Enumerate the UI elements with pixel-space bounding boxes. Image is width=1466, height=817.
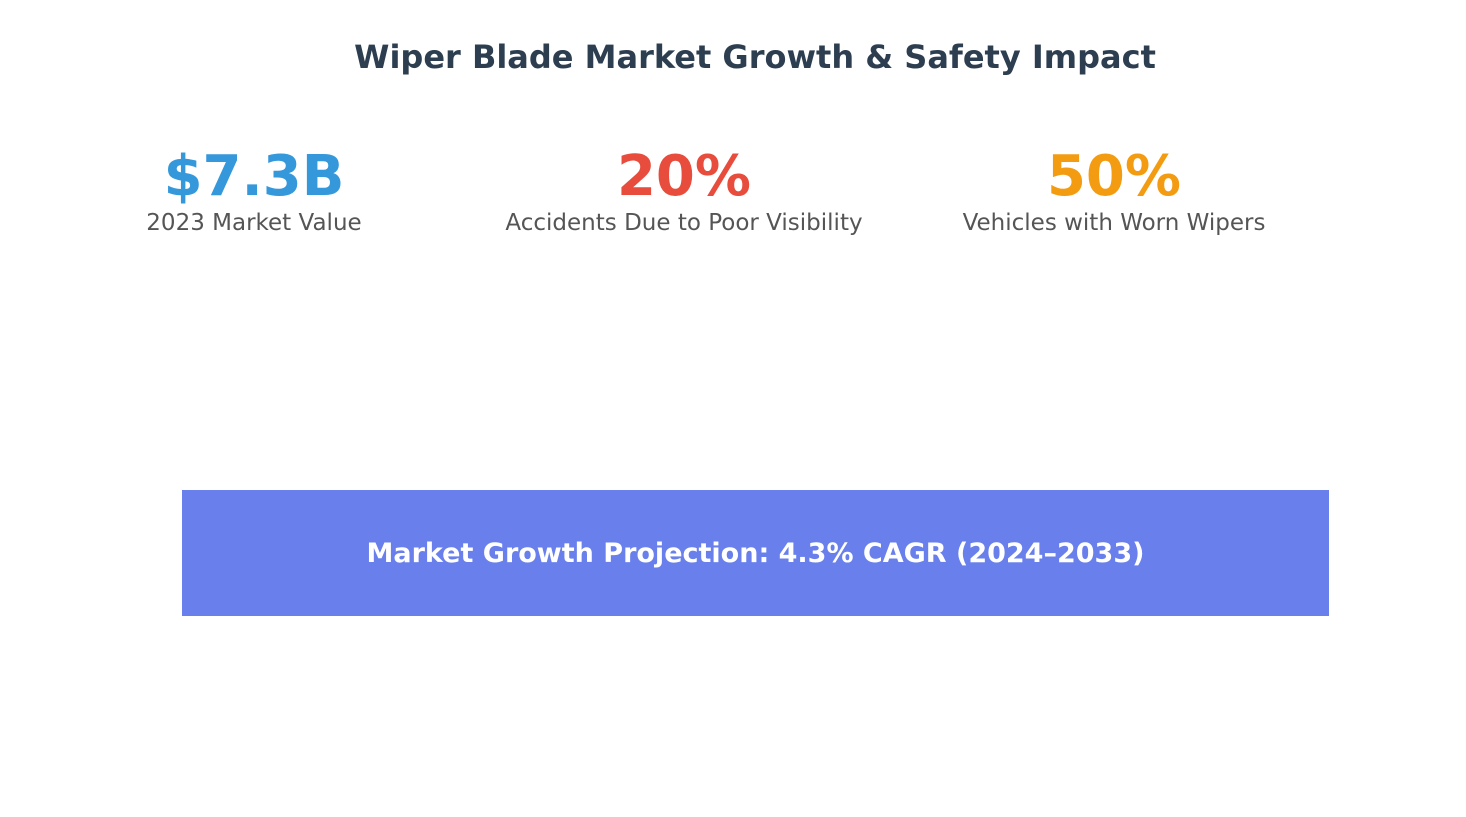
- stat-value: 20%: [616, 144, 752, 209]
- banner-text: Market Growth Projection: 4.3% CAGR (202…: [366, 537, 1145, 569]
- stat-label: Vehicles with Worn Wipers: [962, 210, 1266, 237]
- stat-value: 50%: [1046, 144, 1182, 209]
- stat-label: 2023 Market Value: [146, 210, 362, 237]
- stat-accidents: 20% Accidents Due to Poor Visibility: [464, 143, 904, 238]
- stat-value: $7.3B: [163, 144, 345, 209]
- stat-worn-wipers: 50% Vehicles with Worn Wipers: [894, 143, 1334, 238]
- stat-market-value: $7.3B 2023 Market Value: [34, 143, 474, 238]
- growth-projection-banner: Market Growth Projection: 4.3% CAGR (202…: [182, 490, 1329, 616]
- page-title: Wiper Blade Market Growth & Safety Impac…: [354, 38, 1156, 76]
- stat-label: Accidents Due to Poor Visibility: [505, 210, 863, 237]
